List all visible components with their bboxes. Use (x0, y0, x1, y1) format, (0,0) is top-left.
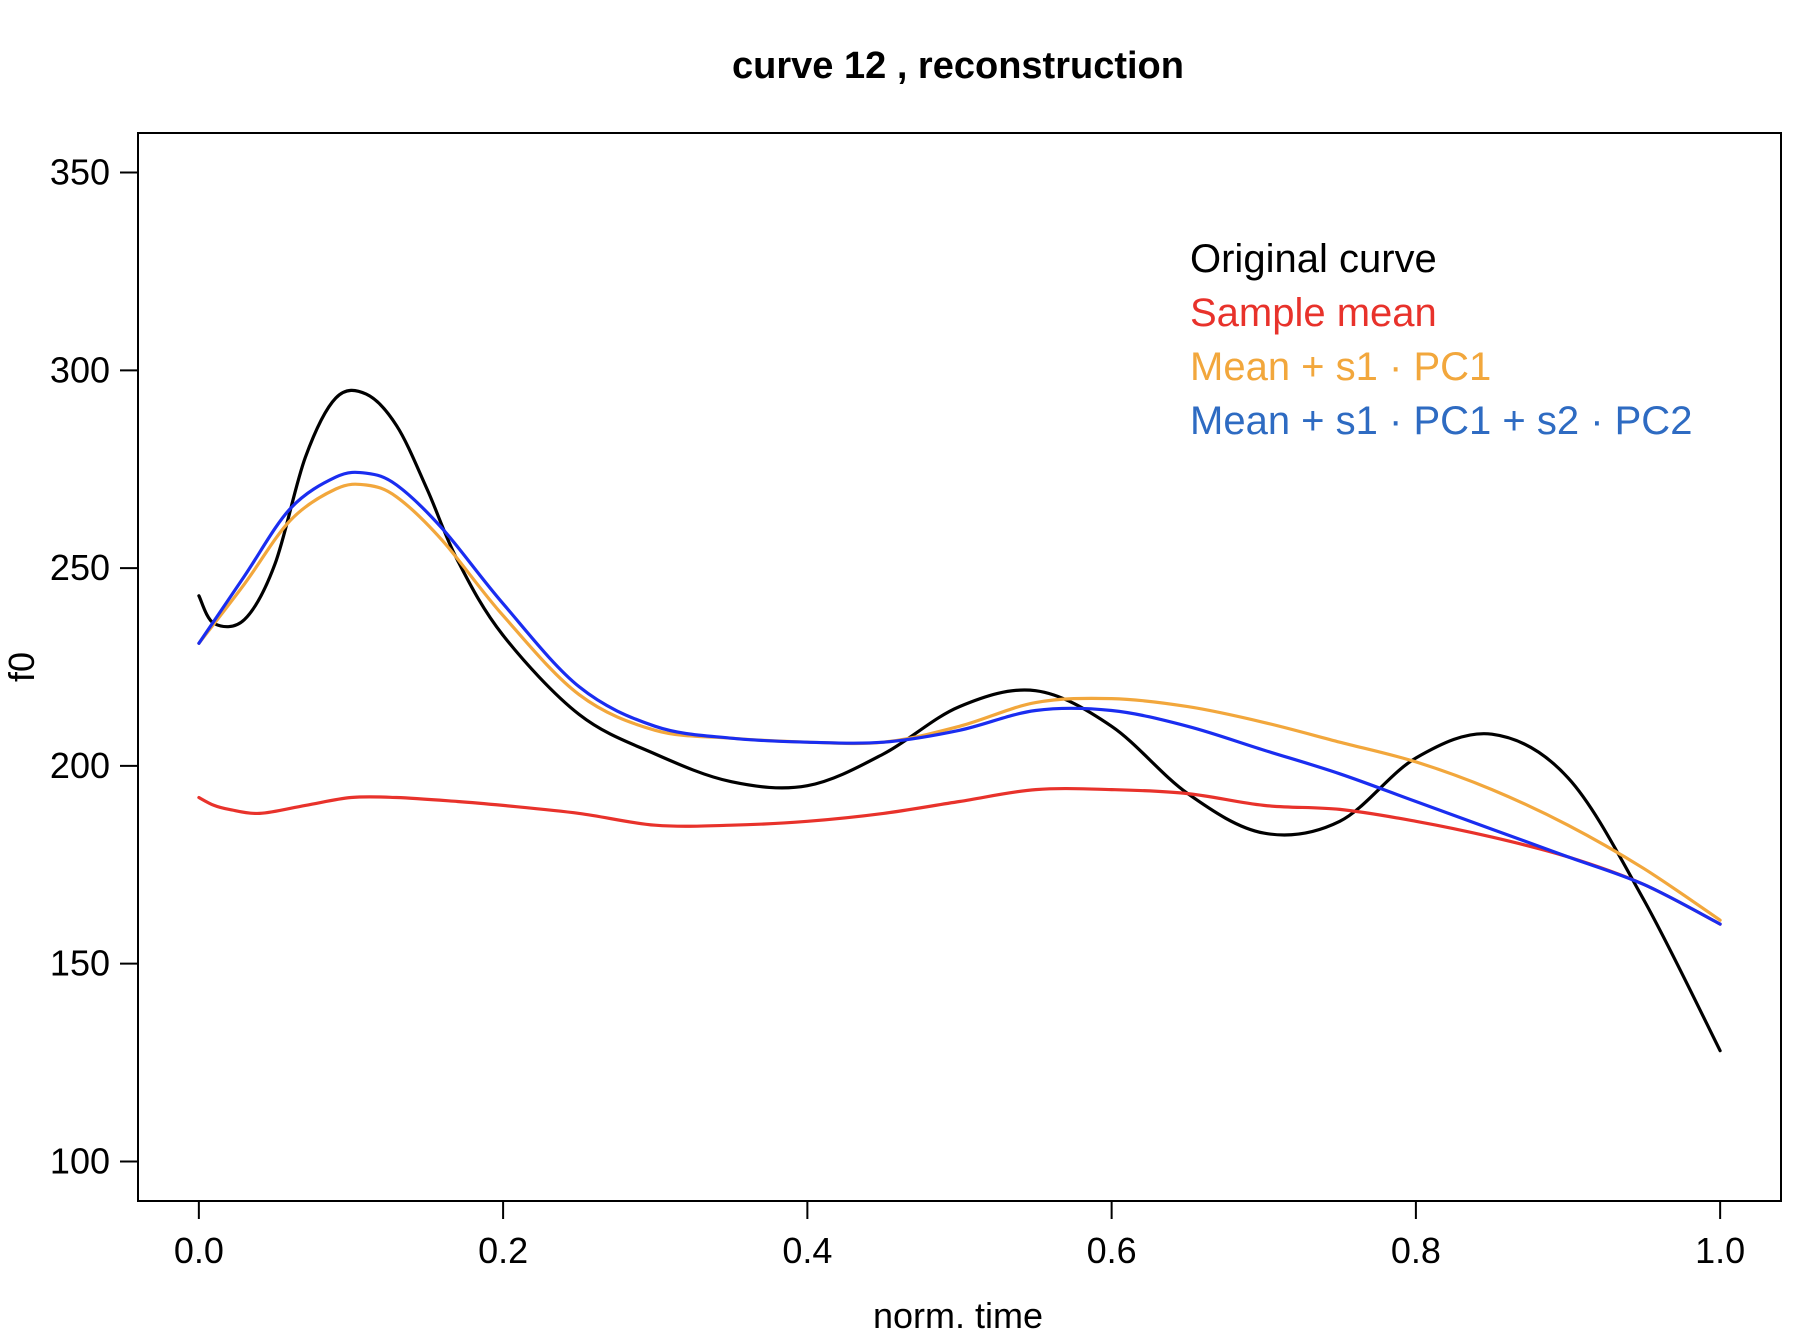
y-tick-label: 300 (50, 349, 110, 390)
legend-entry: Mean + s1 · PC1 (1190, 345, 1491, 389)
series-line-mean-s1-pc1-s2-pc2 (197, 470, 1722, 926)
x-tick-label: 0.6 (1087, 1230, 1137, 1271)
series-layer (197, 388, 1722, 1053)
legend-entry: Original curve (1190, 237, 1437, 281)
series-line-sample-mean (197, 786, 1722, 926)
y-tick-label: 100 (50, 1140, 110, 1181)
y-axis: 100 150 200 250 300 350 (50, 152, 138, 1181)
y-tick-label: 200 (50, 745, 110, 786)
x-axis-label: norm. time (873, 1295, 1043, 1330)
series-line-mean-s1-pc1 (197, 482, 1722, 922)
x-tick-label: 1.0 (1695, 1230, 1745, 1271)
y-axis-label: f0 (1, 652, 42, 682)
series-line-original-curve (197, 388, 1722, 1053)
y-tick-label: 350 (50, 152, 110, 193)
x-tick-label: 0.4 (782, 1230, 832, 1271)
legend-entry: Sample mean (1190, 291, 1437, 335)
x-tick-label: 0.8 (1391, 1230, 1441, 1271)
y-tick-label: 150 (50, 943, 110, 984)
legend-entry: Mean + s1 · PC1 + s2 · PC2 (1190, 399, 1692, 443)
legend: Original curve Sample mean Mean + s1 · PC1… (1190, 237, 1692, 443)
plot-frame (137, 132, 1782, 1202)
y-tick-label: 250 (50, 547, 110, 588)
x-tick-label: 0.0 (174, 1230, 224, 1271)
x-axis: 0.0 0.2 0.4 0.6 0.8 1.0 (174, 1201, 1745, 1271)
chart-title: curve 12 , reconstruction (732, 45, 1184, 87)
x-tick-label: 0.2 (478, 1230, 528, 1271)
